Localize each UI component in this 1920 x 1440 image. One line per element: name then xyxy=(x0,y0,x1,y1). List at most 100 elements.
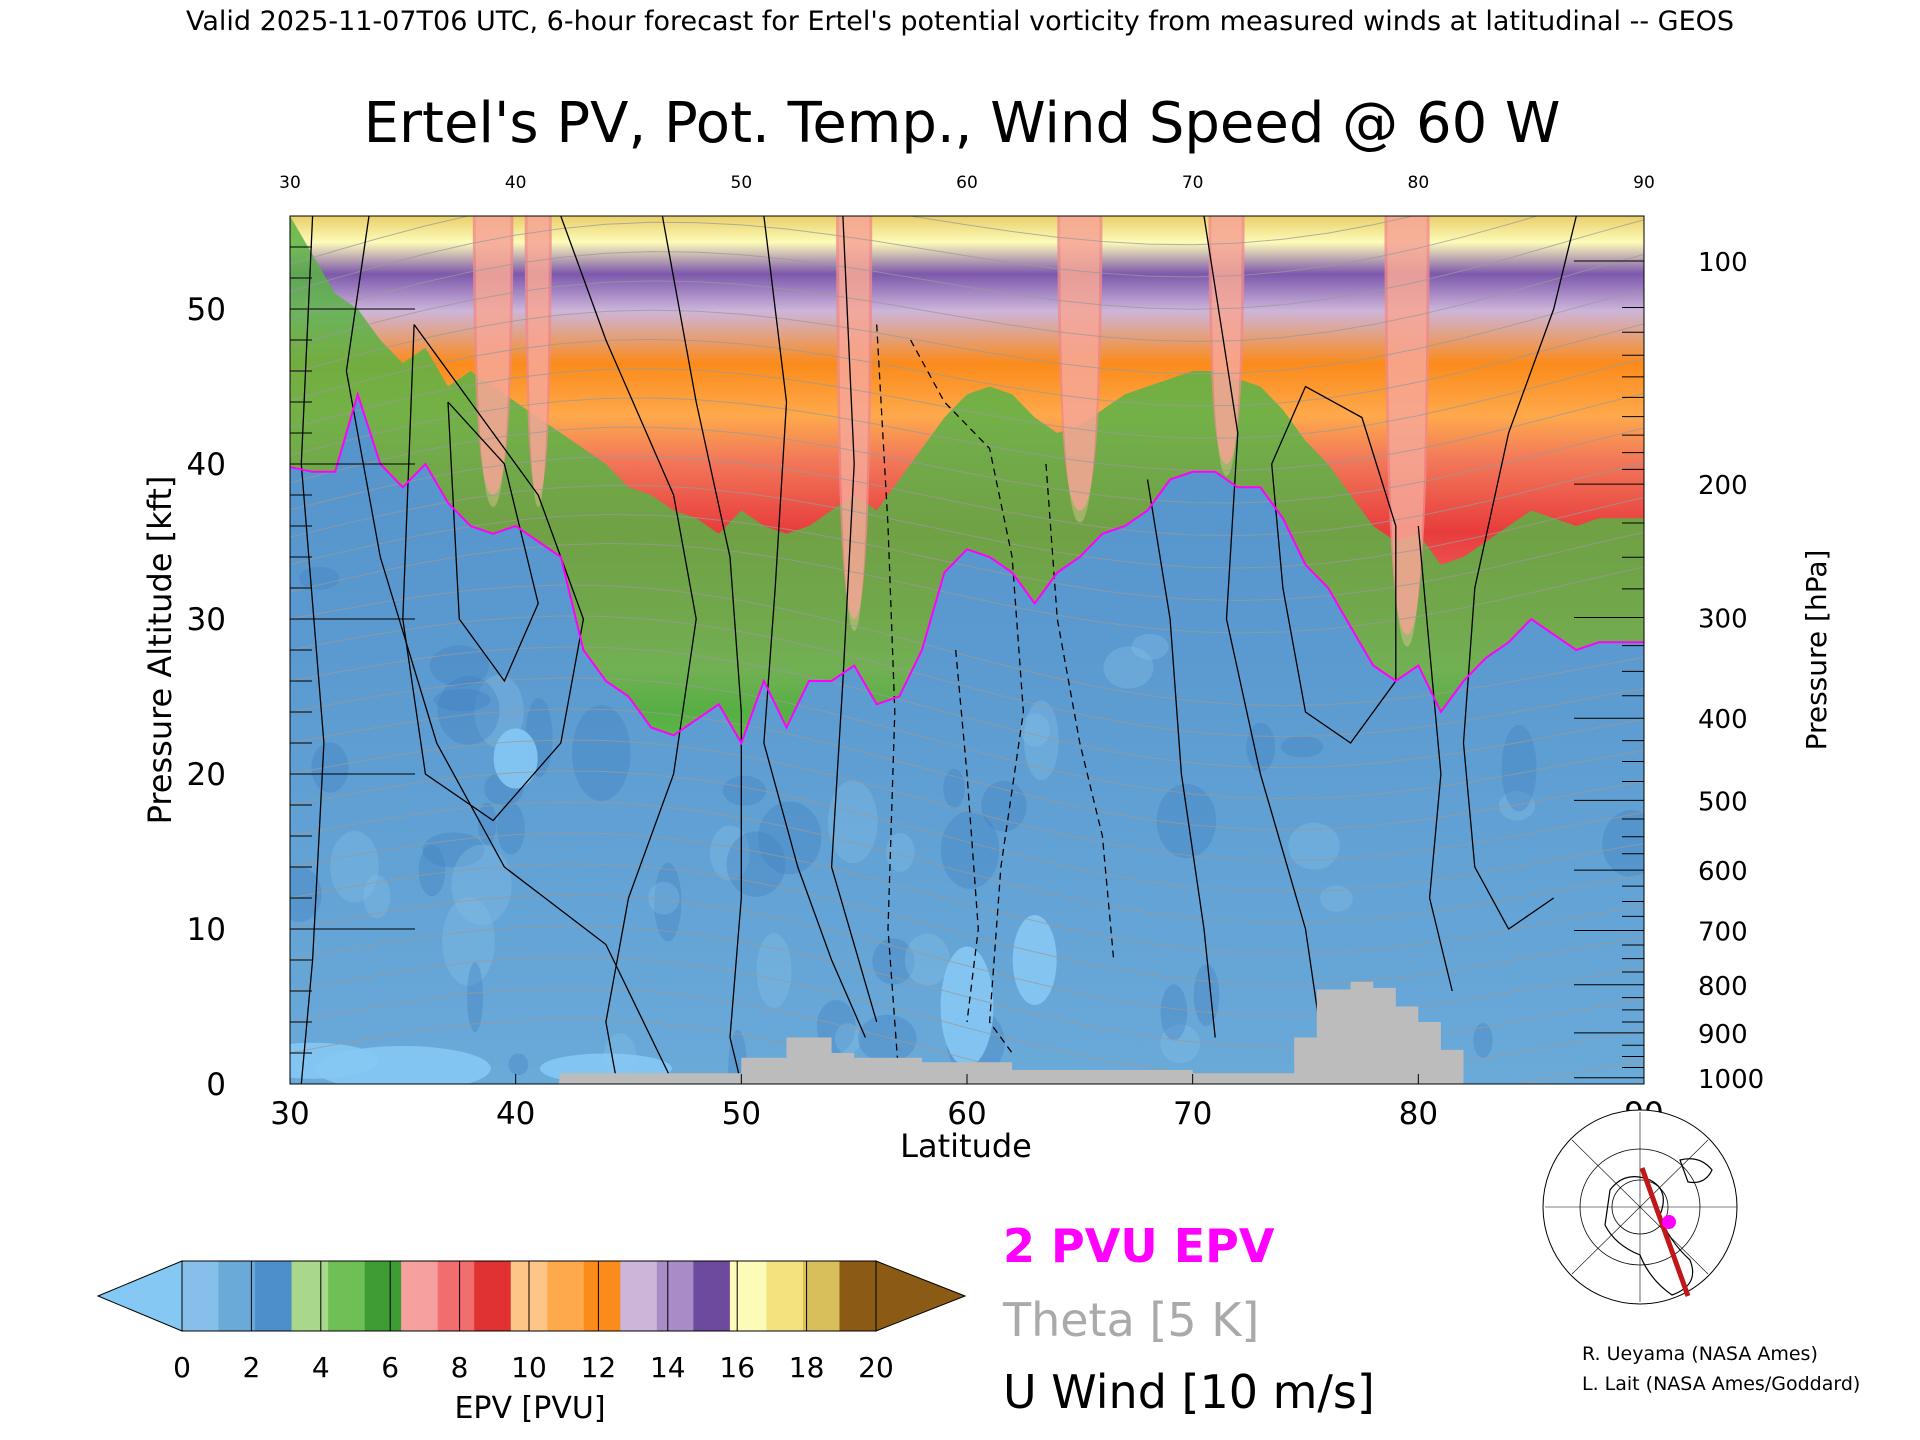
colorbar-segment xyxy=(729,1261,767,1331)
pv-texture-patch xyxy=(496,802,525,855)
pv-texture-patch xyxy=(1602,810,1644,878)
y-axis-right: 100 200 300 400 500 600 700 800 900 1000 xyxy=(1574,248,1764,1095)
theta-contour xyxy=(290,219,1644,320)
u-wind-contour xyxy=(763,216,866,1038)
theta-contour xyxy=(290,253,1644,347)
u-wind-negative-contour xyxy=(876,324,900,1084)
low-pv-patch xyxy=(1012,915,1057,1005)
colorbar-segment xyxy=(620,1261,658,1331)
theta-contour xyxy=(290,513,1644,602)
credit-line-2: L. Lait (NASA Ames/Goddard) xyxy=(1582,1373,1860,1395)
location-map-inset xyxy=(1542,1109,1738,1305)
pv-texture-patch xyxy=(418,845,446,897)
y-tick-label: 50 xyxy=(187,292,226,328)
pressure-tick-label: 900 xyxy=(1698,1020,1748,1050)
colorbar-tick-label: 10 xyxy=(511,1351,547,1384)
pressure-tick-label: 700 xyxy=(1698,918,1748,948)
pv-intrusion xyxy=(836,216,873,619)
theta-contour xyxy=(290,677,1644,800)
x-tick-label: 30 xyxy=(270,1096,309,1132)
pv-texture-patch xyxy=(437,676,500,745)
x-tick-label: 60 xyxy=(947,1096,986,1132)
pv-texture-patch xyxy=(756,933,792,1009)
theta-contour xyxy=(290,584,1644,707)
colorbar-tick-label: 4 xyxy=(312,1351,330,1384)
u-wind-contour xyxy=(1462,216,1577,930)
pv-texture-patch xyxy=(1320,885,1353,912)
pv-texture-patch xyxy=(1473,1022,1493,1058)
colorbar-segment xyxy=(291,1261,329,1331)
theta-contour xyxy=(290,708,1644,831)
colorbar-segment xyxy=(583,1261,621,1331)
u-wind-negative-contour xyxy=(1045,463,1115,961)
u-wind-contour xyxy=(560,216,697,1084)
colorbar-tick-label: 16 xyxy=(719,1351,755,1384)
colorbar-tick-label: 6 xyxy=(381,1351,399,1384)
colorbar: 0 2 4 6 8 10 12 14 16 18 20 xyxy=(96,1260,967,1384)
pv-texture-patch xyxy=(298,566,340,590)
pv-texture-patch xyxy=(1160,984,1188,1041)
pv-texture-patch xyxy=(1288,822,1340,870)
pv-texture-patch xyxy=(466,962,484,1033)
pv-texture-patch xyxy=(433,688,491,712)
low-pv-patch xyxy=(314,1046,491,1084)
pv-texture-patch xyxy=(508,1053,529,1076)
pv-texture-patch xyxy=(710,825,750,881)
x-top-tick-label: 50 xyxy=(731,173,753,193)
theta-contour xyxy=(290,739,1644,862)
pv-texture-patch xyxy=(1280,735,1324,758)
pv-texture-patch xyxy=(654,862,682,942)
pv-texture-patch xyxy=(1023,700,1059,781)
theta-contour xyxy=(290,426,1644,504)
x-top-tick-label: 80 xyxy=(1408,173,1430,193)
pv-intrusion-core xyxy=(839,216,870,631)
legend-u-wind: U Wind [10 m/s] xyxy=(1003,1365,1375,1419)
x-axis-label: Latitude xyxy=(900,1127,1032,1165)
pv-texture-patch xyxy=(330,830,379,903)
pv-texture-patch xyxy=(1131,633,1169,660)
colorbar-tick-label: 18 xyxy=(789,1351,825,1384)
colorbar-segment xyxy=(218,1261,256,1331)
pv-intrusion xyxy=(472,216,514,495)
pv-texture-patch xyxy=(722,775,767,806)
colorbar-segment xyxy=(182,1261,220,1331)
pv-texture-patch xyxy=(1156,783,1217,859)
pv-intrusion-core xyxy=(1387,216,1427,647)
tropopause-green-band xyxy=(290,216,1644,743)
pv-texture-patch xyxy=(648,881,680,915)
pv-intrusion xyxy=(524,216,552,495)
y-tick-label: 20 xyxy=(187,757,226,793)
theta-contour xyxy=(290,542,1644,634)
x-top-tick-label: 60 xyxy=(956,173,978,193)
colorbar-segment xyxy=(437,1261,475,1331)
pv-2pvu-contour xyxy=(290,390,1644,746)
legend: 2 PVU EPV Theta [5 K] U Wind [10 m/s] xyxy=(1002,1219,1375,1419)
low-pv-patch xyxy=(493,728,538,789)
u-wind-contour xyxy=(345,216,675,1084)
pv-texture-patch xyxy=(1246,722,1276,772)
colorbar-segment xyxy=(656,1261,694,1331)
pv-texture-patch xyxy=(1020,713,1050,747)
colorbar-over-arrow xyxy=(875,1260,967,1332)
pv-texture-patch xyxy=(1501,725,1537,812)
pressure-tick-label: 600 xyxy=(1698,857,1748,887)
y-tick-label: 40 xyxy=(187,447,226,483)
pv-texture-patch xyxy=(1103,646,1154,689)
x-top-tick-label: 90 xyxy=(1633,173,1655,193)
x-tick-label: 50 xyxy=(722,1096,761,1132)
u-wind-contour xyxy=(300,216,325,1084)
colorbar-segment xyxy=(839,1261,877,1331)
pv-texture-patch xyxy=(290,866,322,923)
pv-texture-patch xyxy=(1193,964,1220,1027)
colorbar-segment xyxy=(328,1261,366,1331)
pv-texture-patch xyxy=(311,742,349,793)
pv-texture-patch xyxy=(834,1023,862,1054)
colorbar-segment xyxy=(364,1261,402,1331)
theta-contour xyxy=(290,323,1644,407)
theta-contour xyxy=(290,1018,948,1084)
pressure-tick-label: 500 xyxy=(1698,787,1748,817)
y-axis-left: 0 10 20 30 40 50 xyxy=(187,215,415,1103)
y-axis-left-label: Pressure Altitude [kft] xyxy=(141,476,179,825)
x-axis-top: 30 40 50 60 70 80 90 xyxy=(279,173,1655,193)
